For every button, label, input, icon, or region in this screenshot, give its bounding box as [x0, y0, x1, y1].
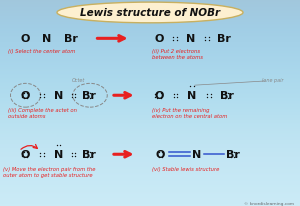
- Text: Octet: Octet: [71, 78, 85, 83]
- Text: Br: Br: [64, 34, 77, 44]
- Text: O: O: [21, 150, 30, 159]
- Text: Br: Br: [217, 34, 230, 44]
- Ellipse shape: [57, 3, 243, 24]
- Text: N: N: [54, 150, 63, 159]
- Text: N: N: [42, 34, 51, 44]
- Text: (vi) Stable lewis structure: (vi) Stable lewis structure: [152, 166, 219, 171]
- Text: N: N: [192, 150, 201, 159]
- Text: (v) Move the electron pair from the
outer atom to get stable structure: (v) Move the electron pair from the oute…: [3, 166, 95, 177]
- Text: Br: Br: [220, 91, 233, 101]
- Text: O: O: [21, 91, 30, 101]
- Text: O: O: [154, 34, 164, 44]
- Text: © knordislearning.com: © knordislearning.com: [244, 201, 294, 205]
- Text: (iii) Complete the actet on
outside atoms: (iii) Complete the actet on outside atom…: [8, 107, 76, 118]
- Text: N: N: [54, 91, 63, 101]
- Text: lone pair: lone pair: [262, 78, 283, 83]
- Text: Lewis structure of NOBr: Lewis structure of NOBr: [80, 8, 220, 18]
- Text: (ii) Put 2 electrons
between the atoms: (ii) Put 2 electrons between the atoms: [152, 48, 202, 60]
- Text: (iv) Put the remaining
electron on the central atom: (iv) Put the remaining electron on the c…: [152, 107, 227, 118]
- Text: Br: Br: [82, 91, 95, 101]
- Text: N: N: [188, 91, 196, 101]
- Text: O: O: [154, 91, 164, 101]
- Text: Br: Br: [226, 150, 239, 159]
- Text: Br: Br: [82, 150, 95, 159]
- Text: O: O: [156, 150, 165, 159]
- Text: O: O: [21, 34, 30, 44]
- Text: (i) Select the center atom: (i) Select the center atom: [8, 48, 75, 53]
- Text: N: N: [186, 34, 195, 44]
